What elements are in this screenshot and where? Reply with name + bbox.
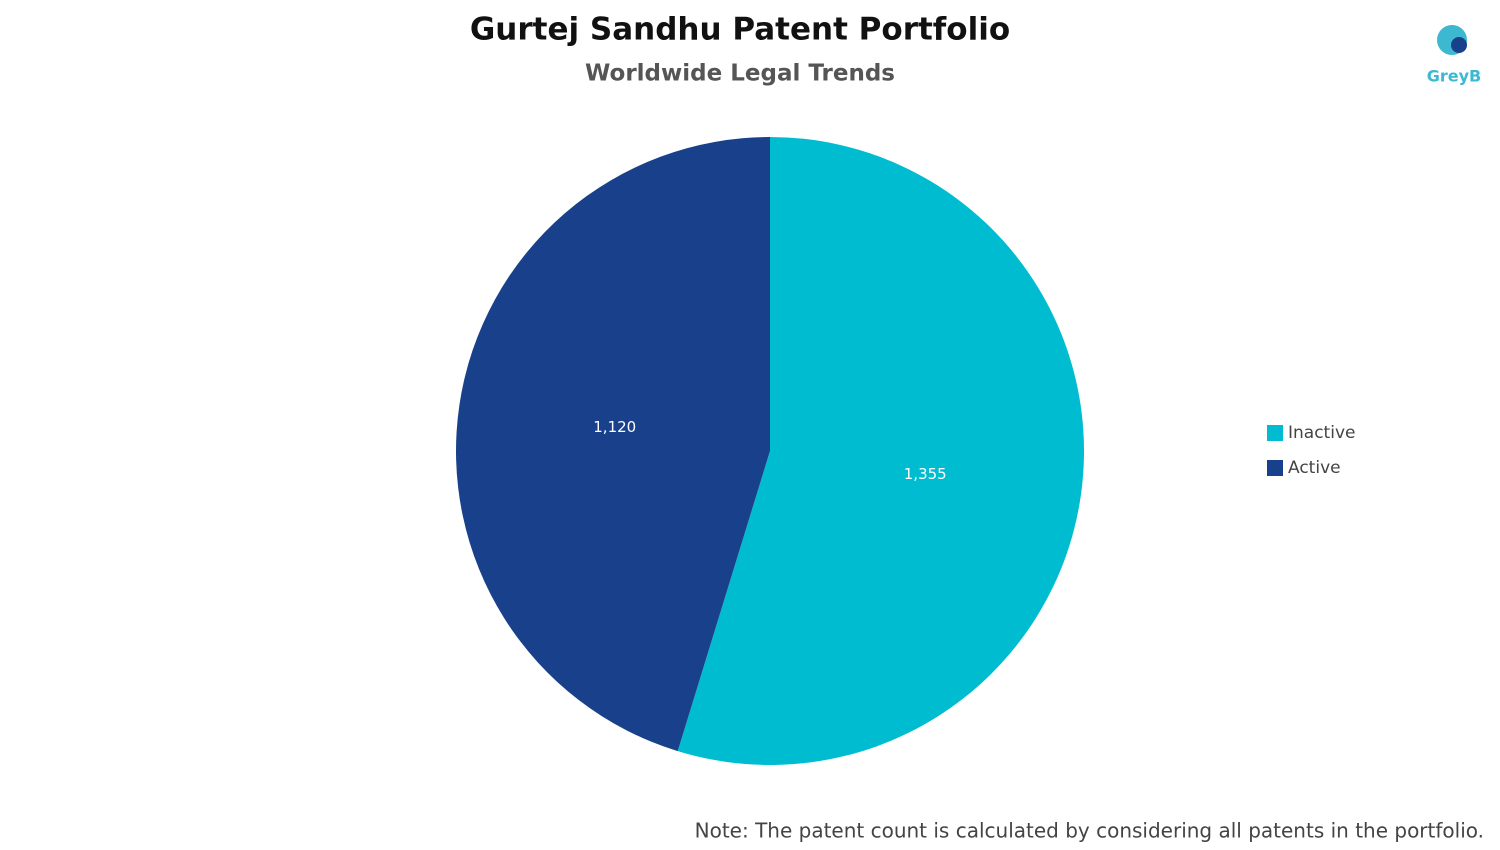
value-label: 1,355	[904, 465, 947, 483]
note: Note: The patent count is calculated by …	[695, 819, 1484, 843]
legend-label: Active	[1288, 458, 1341, 478]
chart-subtitle: Worldwide Legal Trends	[585, 61, 895, 87]
logo-text: GreyB	[1427, 67, 1482, 86]
value-label: 1,120	[593, 418, 636, 436]
legend-swatch	[1267, 425, 1283, 441]
logo-icon-inner	[1451, 37, 1467, 53]
legend-swatch	[1267, 460, 1283, 476]
chart-title: Gurtej Sandhu Patent Portfolio	[470, 12, 1010, 48]
logo: GreyB	[1427, 25, 1482, 86]
chart: Gurtej Sandhu Patent Portfolio Worldwide…	[0, 0, 1500, 850]
legend-label: Inactive	[1288, 423, 1355, 443]
